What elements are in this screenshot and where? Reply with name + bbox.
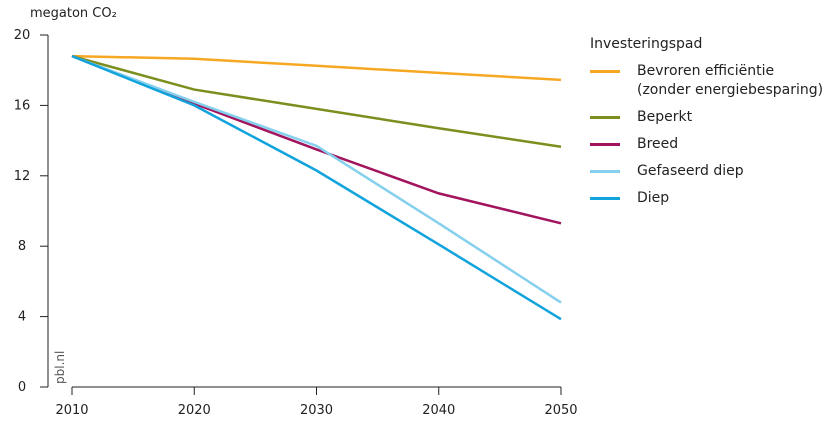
legend-item: Beperkt	[590, 108, 830, 127]
line-series	[71, 54, 562, 225]
legend-item: Bevroren efficiëntie (zonder energiebesp…	[590, 62, 830, 100]
legend-label: Gefaseerd diep	[637, 163, 744, 179]
y-axis-label: megaton CO₂	[30, 6, 117, 21]
x-tick-label: 2020	[178, 403, 211, 418]
legend-swatch	[590, 70, 620, 73]
legend-label: Beperkt	[637, 109, 693, 125]
legend-item: Breed	[590, 135, 830, 154]
legend-label: Breed	[637, 136, 679, 152]
x-tick-label: 2010	[55, 403, 88, 418]
y-tick-label: 20	[14, 28, 31, 43]
legend-swatch	[590, 170, 620, 173]
legend-swatch	[590, 143, 620, 146]
line-series	[71, 54, 562, 304]
y-tick-label: 4	[18, 310, 26, 325]
legend-item: Gefaseerd diep	[590, 162, 830, 181]
legend-title: Investeringspad	[590, 36, 703, 52]
legend-label: Bevroren efficiëntie (zonder energiebesp…	[637, 63, 824, 98]
watermark: pbl.nl	[53, 351, 67, 384]
chart: megaton CO₂ pbl.nl 0 4 8 12 16 20 2010 2020 2030…	[14, 6, 578, 418]
legend: Investeringspad Bevroren efficiëntie (zo…	[590, 36, 830, 216]
legend-label: Diep	[637, 190, 670, 206]
y-tick-label: 12	[14, 169, 31, 184]
x-tick-label: 2040	[422, 403, 455, 418]
line-series	[71, 54, 562, 148]
x-tick-label: 2030	[300, 403, 333, 418]
y-tick-label: 0	[18, 380, 26, 395]
line-series	[71, 54, 562, 321]
legend-swatch	[590, 197, 620, 200]
y-tick-label: 8	[18, 239, 26, 254]
x-tick-label: 2050	[544, 403, 577, 418]
legend-item: Diep	[590, 189, 830, 208]
y-tick-label: 16	[14, 98, 31, 113]
legend-swatch	[590, 116, 620, 119]
line-series	[71, 54, 562, 82]
